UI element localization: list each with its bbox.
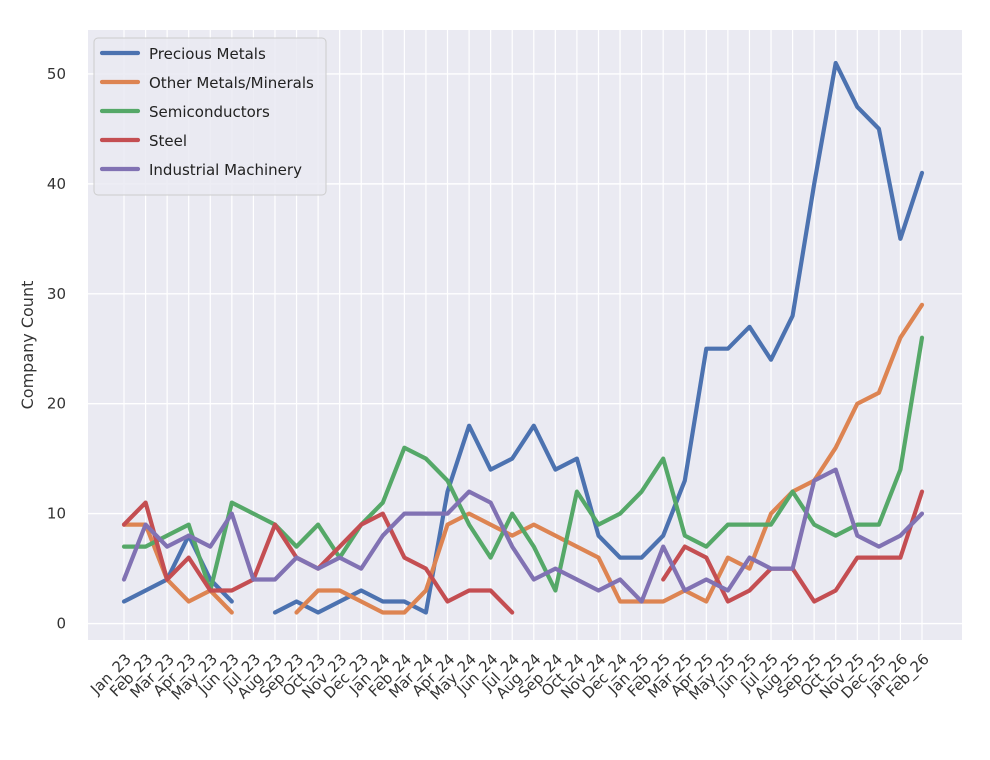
y-tick-labels: 0 10 20 30 40 50 xyxy=(47,65,66,633)
legend-box xyxy=(93,37,327,196)
y-tick-label: 10 xyxy=(47,505,66,523)
series-line-semiconductors xyxy=(121,335,925,593)
series-lines xyxy=(121,60,925,615)
y-tick-label: 50 xyxy=(47,65,66,83)
series-segment xyxy=(121,522,234,615)
x-tick-labels: Jan_23Feb_23Mar_23Apr_23May_23Jun_23Jul_… xyxy=(86,650,933,704)
y-tick-label: 40 xyxy=(47,175,66,193)
legend: Precious Metals Other Metals/Minerals Semi… xyxy=(93,37,327,196)
legend-label: Precious Metals xyxy=(149,45,266,63)
series-segment xyxy=(294,302,925,615)
y-tick-label: 20 xyxy=(47,395,66,413)
series-segment xyxy=(121,467,925,604)
series-line-other-metals-minerals xyxy=(121,302,925,615)
legend-label: Steel xyxy=(149,132,187,150)
legend-label: Industrial Machinery xyxy=(149,161,302,179)
y-tick-label: 0 xyxy=(56,615,66,633)
y-tick-label: 30 xyxy=(47,285,66,303)
legend-label: Other Metals/Minerals xyxy=(149,74,314,92)
y-axis-label: Company Count xyxy=(18,281,37,410)
legend-label: Semiconductors xyxy=(149,103,270,121)
series-line-industrial-machinery xyxy=(121,467,925,604)
series-segment xyxy=(121,335,925,593)
series-segment xyxy=(272,60,925,615)
